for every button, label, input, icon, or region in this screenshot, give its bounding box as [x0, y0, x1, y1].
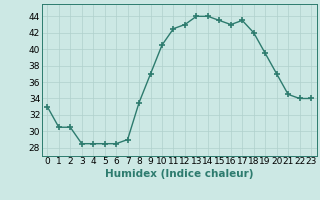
X-axis label: Humidex (Indice chaleur): Humidex (Indice chaleur) [105, 169, 253, 179]
